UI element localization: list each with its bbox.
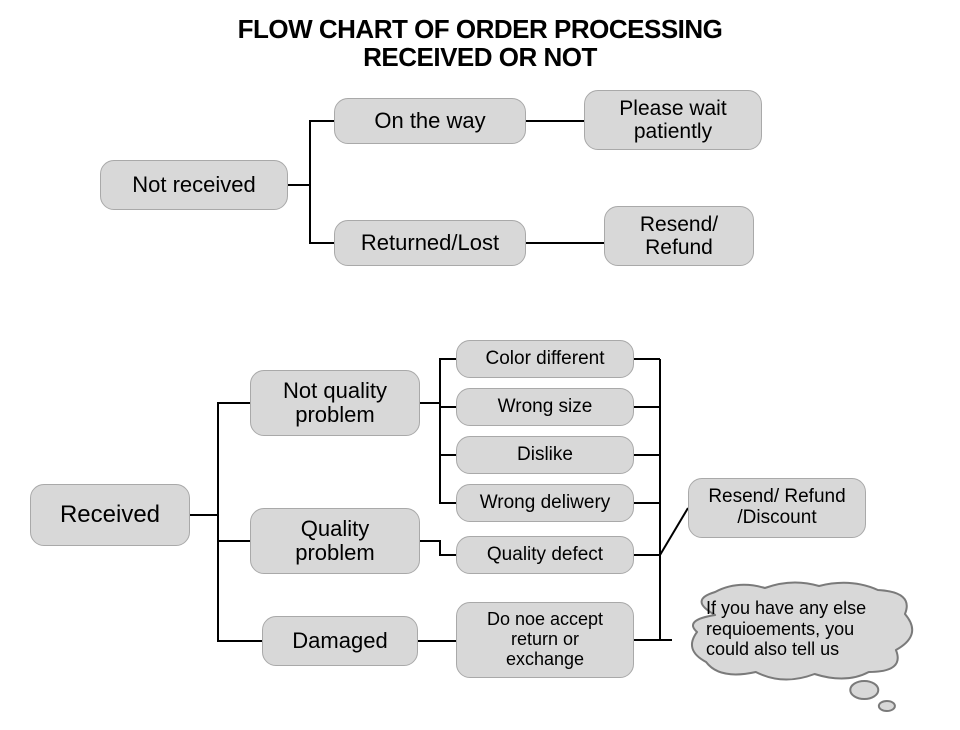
node-quality-defect: Quality defect (456, 536, 634, 574)
connector (190, 515, 250, 541)
connector (288, 185, 334, 243)
node-resend-refund-discount: Resend/ Refund /Discount (688, 478, 866, 538)
node-received: Received (30, 484, 190, 546)
node-dislike: Dislike (456, 436, 634, 474)
node-wrong-delivery: Wrong deliwery (456, 484, 634, 522)
connector (420, 359, 456, 403)
node-not-received: Not received (100, 160, 288, 210)
connector (190, 403, 250, 515)
node-quality: Quality problem (250, 508, 420, 574)
connector (420, 403, 456, 407)
chart-title-line2: RECEIVED OR NOT (0, 42, 960, 73)
node-wait: Please wait patiently (584, 90, 762, 150)
connector (288, 121, 334, 185)
node-no-return: Do noe accept return or exchange (456, 602, 634, 678)
node-color-diff: Color different (456, 340, 634, 378)
node-damaged: Damaged (262, 616, 418, 666)
connector (420, 541, 456, 555)
chart-title-line1: FLOW CHART OF ORDER PROCESSING (0, 14, 960, 45)
connector (660, 359, 688, 555)
speech-bubble-text: If you have any else requioements, you c… (706, 598, 896, 668)
flowchart-canvas: FLOW CHART OF ORDER PROCESSING RECEIVED … (0, 0, 960, 730)
connector (420, 403, 456, 503)
connector (420, 403, 456, 455)
node-resend-refund: Resend/ Refund (604, 206, 754, 266)
node-returned-lost: Returned/Lost (334, 220, 526, 266)
speech-bubble: If you have any else requioements, you c… (688, 580, 914, 720)
node-not-quality: Not quality problem (250, 370, 420, 436)
node-wrong-size: Wrong size (456, 388, 634, 426)
node-on-the-way: On the way (334, 98, 526, 144)
